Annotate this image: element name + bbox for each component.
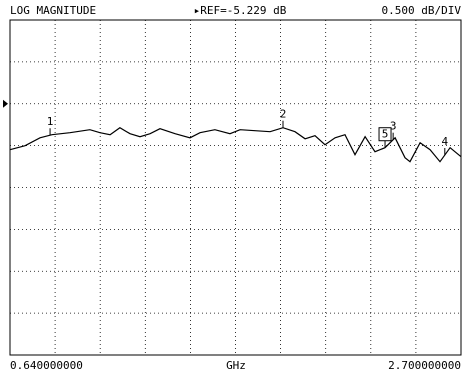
x-tick-label: 0.640000000 [10,359,83,372]
marker-label: 3 [390,120,397,133]
marker-label: 4 [441,135,448,148]
scale-label: 0.500 dB/DIV [382,4,462,17]
marker-label: 2 [280,108,287,121]
chart-title: LOG MAGNITUDE [10,4,96,17]
ref-label: ▸REF=-5.229 dB [194,4,287,17]
ref-arrow [3,99,8,108]
marker-label: 1 [47,115,54,128]
marker-box [378,127,392,142]
x-unit: GHz [226,359,246,372]
marker-label: 5 [382,128,389,141]
x-tick-label: 2.700000000 [388,359,461,372]
trace [9,126,462,163]
